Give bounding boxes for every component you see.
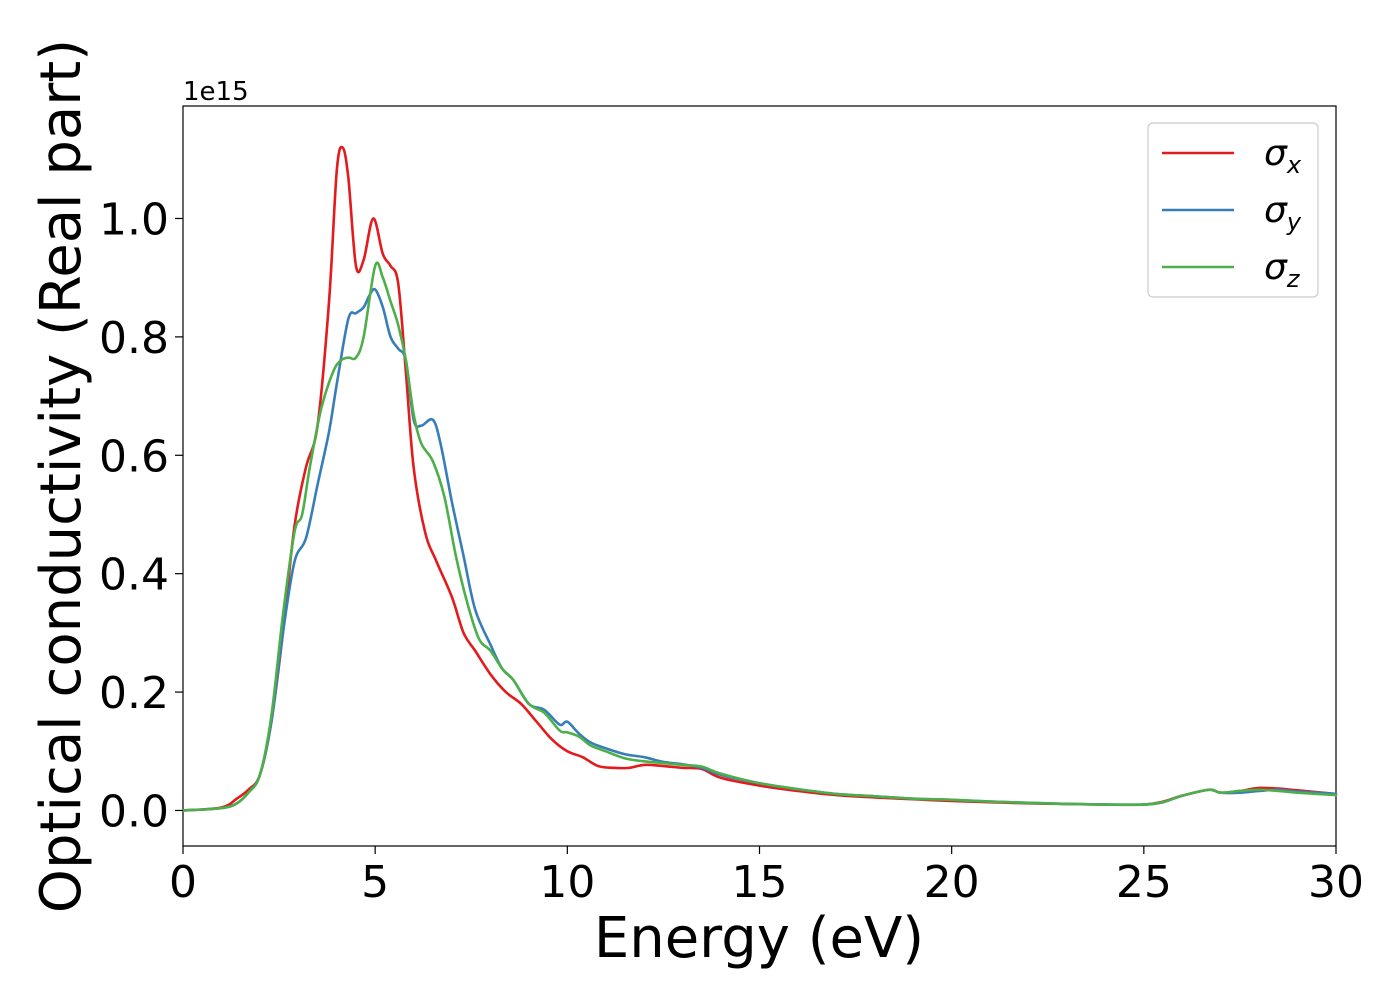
x-tick-label: 10 [539, 857, 595, 908]
y-axis-title: Optical conductivity (Real part) [29, 39, 94, 913]
y-tick-label: 0.0 [99, 786, 169, 837]
legend-label-sigma-x: σx [1264, 133, 1302, 179]
x-axis-ticks: 0 5 10 15 20 25 30 [169, 846, 1364, 908]
series-layer [181, 145, 1338, 812]
y-axis-offset-label: 1e15 [183, 77, 249, 107]
x-tick-label: 15 [732, 857, 788, 908]
legend: σx σy σz [1147, 122, 1319, 298]
y-axis-ticks: 0.0 0.2 0.4 0.6 0.8 1.0 [99, 194, 183, 837]
x-tick-label: 20 [924, 857, 980, 908]
legend-label-sigma-z: σz [1264, 247, 1301, 293]
x-tick-label: 30 [1308, 857, 1364, 908]
y-tick-label: 1.0 [99, 194, 169, 245]
y-tick-label: 0.8 [99, 313, 169, 364]
x-tick-label: 5 [361, 857, 389, 908]
x-tick-label: 0 [169, 857, 197, 908]
x-axis-title: Energy (eV) [594, 906, 924, 971]
y-tick-label: 0.6 [99, 431, 169, 482]
y-tick-label: 0.4 [99, 550, 169, 601]
series-line-sigma-z [181, 261, 1338, 812]
x-tick-label: 25 [1116, 857, 1172, 908]
y-tick-label: 0.2 [99, 668, 169, 719]
legend-label-sigma-y: σy [1264, 190, 1302, 236]
